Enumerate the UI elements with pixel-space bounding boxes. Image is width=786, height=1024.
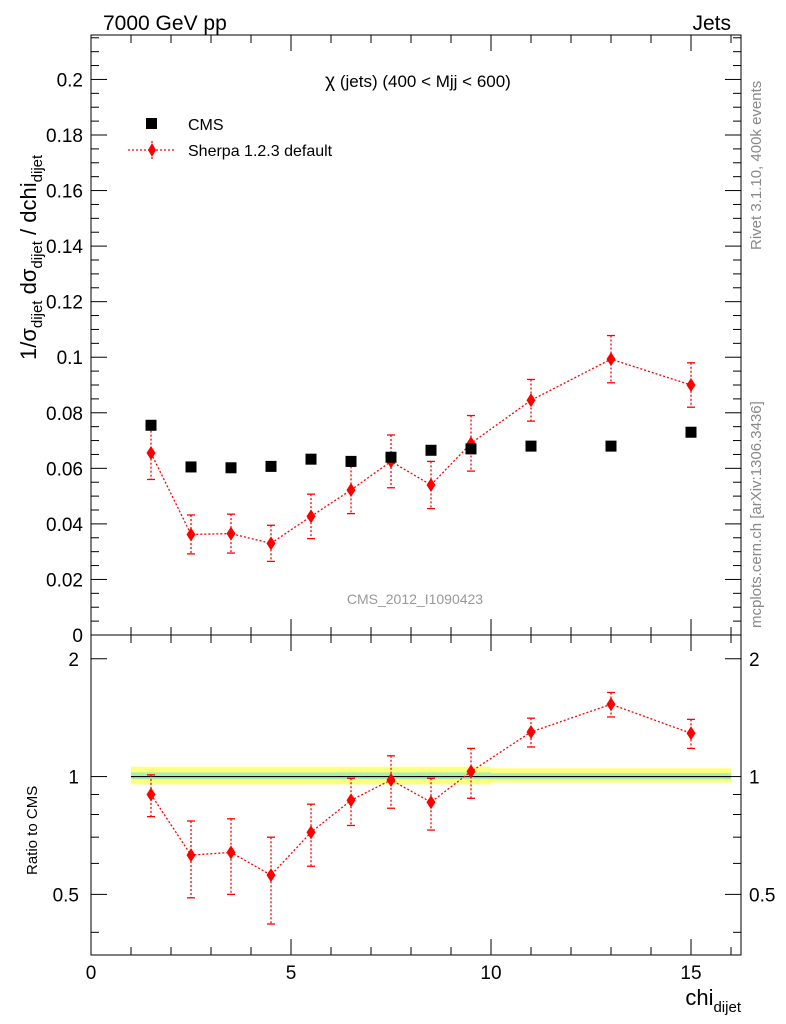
cms-point [525,440,537,452]
xlabel-main: chi [685,985,713,1010]
ratio-ytick-labels: 0.5 0.5 1 1 2 2 [53,650,776,907]
mc-point [226,526,236,541]
ratio-marks [146,691,696,925]
main-ytick-label: 0.14 [46,237,83,258]
plot-title: χ (jets) (400 < Mjj < 600) [325,71,511,92]
ratio-ytick-label-right: 0.5 [749,885,775,906]
ratio-mc-point [386,772,396,787]
ratio-ytick-label: 1 [68,768,79,789]
ratio-mc-point [146,787,156,802]
mc-point [606,352,616,367]
mc-line [150,358,692,545]
ratio-xtick-labels: 0 5 10 15 [86,963,702,984]
cms-point [305,453,317,465]
main-ylabel: 1/σdijet dσdijet / dchidijet [16,154,46,360]
mc-point [526,393,536,408]
ratio-ticks [90,635,741,955]
mc-point [346,483,356,497]
ratio-mc-point [686,726,696,741]
ratio-band-inner [131,772,491,780]
ratio-frame [90,634,742,956]
ylabel-c-sub: dijet [29,154,46,182]
ratio-ytick-label-right: 1 [749,768,760,789]
main-ticks [90,35,741,636]
main-ytick-label: 0.04 [46,515,83,536]
main-panel: 00.020.040.060.080.10.120.140.160.180.2 … [16,34,742,647]
cms-point [345,455,357,467]
mc-point [686,378,696,392]
cms-point [465,443,477,455]
ratio-mc-point [186,848,196,863]
mc-point [266,536,276,551]
legend-mc-marker [148,143,156,157]
ratio-ytick-label: 0.5 [53,885,79,906]
x-axis-label: chidijet [685,985,741,1016]
ratio-band [131,766,731,785]
mc-point [306,509,316,524]
legend: CMS Sherpa 1.2.3 default [128,117,333,160]
main-ytick-label: 0.2 [57,70,83,91]
ratio-ylabel: Ratio to CMS [24,786,41,875]
mcplots-label: mcplots.cern.ch [arXiv:1306.3436] [748,401,765,628]
xlabel-sub: dijet [713,999,741,1016]
main-ytick-label: 0.18 [46,126,83,147]
cms-point [225,462,237,474]
main-ytick-label: 0.12 [46,293,83,314]
plot-title-chi: χ [325,71,335,92]
main-marks [145,334,697,563]
ratio-mc-point [606,697,616,712]
mc-point [146,446,156,461]
ylabel-b: dσ [16,268,41,300]
main-ytick-label: 0.1 [57,348,83,369]
x-tick-label: 15 [680,963,701,984]
plot-title-rest: (jets) (400 < Mjj < 600) [335,72,511,91]
main-ytick-labels: 0 0.02 0.04 0.06 0.08 0.1 0.12 0.14 0.16 0.18 0.2 [46,70,83,647]
legend-cms-marker [146,118,157,129]
ylabel-b-sub: dijet [29,240,46,268]
cms-point [605,440,617,452]
cms-point [145,419,157,431]
ratio-mc-point [526,724,536,739]
cms-point [265,460,277,472]
ratio-panel: 0.5 0.5 1 1 2 2 0 5 10 15 Ratio to CMS chidijet [24,634,776,1016]
mc-point [426,478,436,492]
cms-point [425,444,437,456]
ratio-ytick-label: 2 [68,650,79,671]
rivet-label: Rivet 3.1.10, 400k events [748,81,765,250]
legend-cms-label: CMS [188,117,224,134]
x-tick-label: 5 [286,963,297,984]
legend-mc-label: Sherpa 1.2.3 default [188,143,333,160]
header-left: 7000 GeV pp [103,12,227,35]
main-ytick-label: 0.08 [46,404,83,425]
ratio-mc-point [426,795,436,810]
header-right: Jets [692,12,731,35]
main-ytick-label: 0.02 [46,570,83,591]
watermark: CMS_2012_I1090423 [347,591,483,607]
cms-point [185,461,197,473]
ylabel-a: 1/σ [16,328,41,360]
ratio-ytick-label-right: 2 [749,650,760,671]
main-ytick-label: 0 [72,626,83,647]
ylabel-c: / dchi [16,182,41,241]
cms-point [685,426,697,438]
main-ytick-label: 0.06 [46,459,83,480]
ratio-mc-point [466,764,476,779]
ratio-mc-point [266,868,276,883]
cms-point [385,451,397,463]
main-ytick-label: 0.16 [46,182,83,203]
ratio-mc-point [306,825,316,840]
x-tick-label: 10 [480,963,501,984]
ratio-mc-point [346,793,356,808]
ylabel-a-sub: dijet [29,300,46,328]
x-tick-label: 0 [86,963,97,984]
mc-point [186,527,196,542]
ratio-mc-point [226,845,236,860]
